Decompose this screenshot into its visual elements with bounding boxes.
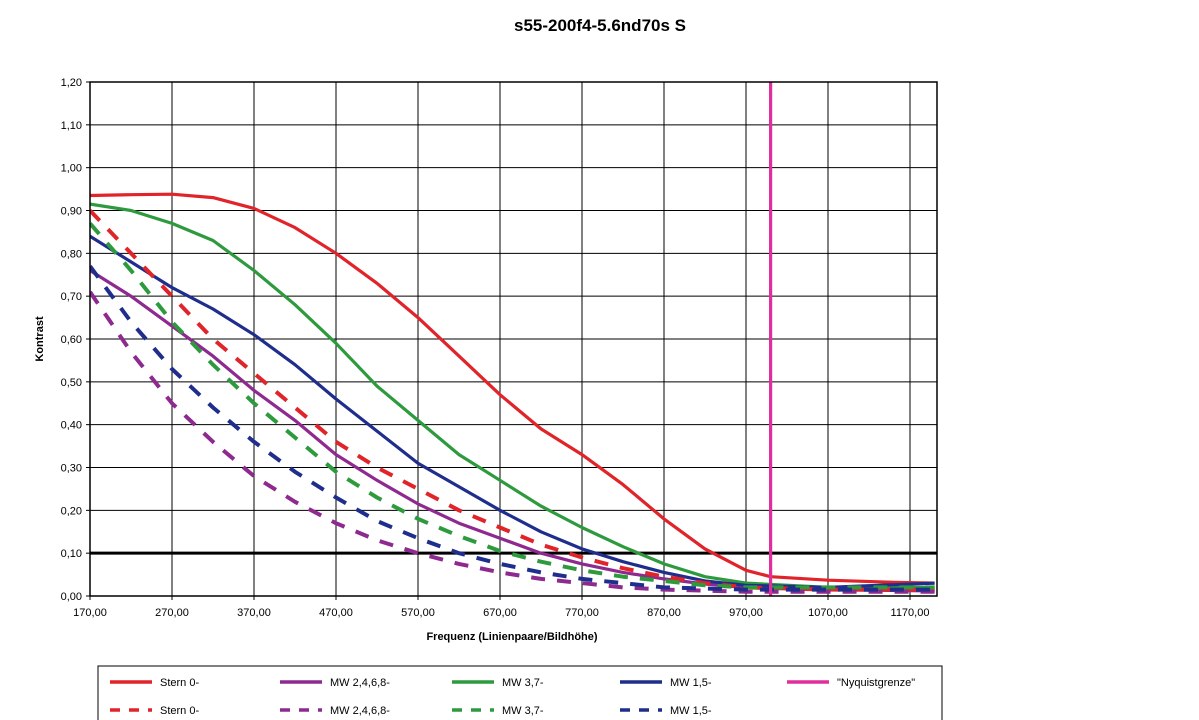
legend-label: MW 2,4,6,8- <box>330 677 390 689</box>
legend-label: MW 2,4,6,8- <box>330 705 390 717</box>
series-line <box>90 209 935 592</box>
legend-label: MW 1,5- <box>670 705 712 717</box>
y-tick-label: 0,30 <box>61 463 82 475</box>
series-line <box>90 192 935 585</box>
series-line <box>90 234 935 589</box>
series-line <box>90 269 935 593</box>
y-tick-label: 0,50 <box>61 377 82 389</box>
y-tick-label: 0,80 <box>61 248 82 260</box>
x-tick-label: 570,00 <box>401 607 435 619</box>
y-tick-label: 1,10 <box>61 120 82 132</box>
legend-label: MW 3,7- <box>502 677 544 689</box>
y-tick-label: 1,00 <box>61 163 82 175</box>
x-tick-label: 370,00 <box>237 607 271 619</box>
x-tick-label: 470,00 <box>319 607 353 619</box>
x-tick-label: 770,00 <box>565 607 599 619</box>
axis-layer: 170,00 270,00 370,00 470,00 570,00 670,00 770,… <box>61 77 938 619</box>
y-tick-label: 0,60 <box>61 334 82 346</box>
legend-box <box>97 665 943 720</box>
legend-label: "Nyquistgrenze" <box>837 677 915 689</box>
y-tick-label: 1,20 <box>61 77 82 89</box>
legend-label: MW 3,7- <box>502 705 544 717</box>
plot-frame <box>89 81 938 597</box>
legend: Stern 0- MW 2,4,6,8- MW 3,7- MW 1,5- "Nyquis… <box>97 665 943 720</box>
series-layer <box>90 82 937 596</box>
legend-label: Stern 0- <box>160 677 199 689</box>
x-tick-label: 970,00 <box>729 607 763 619</box>
x-tick-label: 270,00 <box>155 607 189 619</box>
chart-title: s55-200f4-5.6nd70s S <box>514 16 686 35</box>
series-line <box>90 290 935 594</box>
legend-label: Stern 0- <box>160 705 199 717</box>
credit-text: © Archiv <box>9 689 61 705</box>
legend-label: MW 1,5- <box>670 677 712 689</box>
series-group <box>90 82 937 596</box>
x-tick-label: 1170,00 <box>891 607 930 619</box>
x-tick-label: 870,00 <box>647 607 681 619</box>
y-tick-label: 0,00 <box>61 591 82 603</box>
y-tick-label: 0,90 <box>61 206 82 218</box>
x-axis-label: Frequenz (Linienpaare/Bildhöhe) <box>426 631 597 643</box>
x-tick-label: 1070,00 <box>808 607 848 619</box>
series-line <box>90 222 935 590</box>
x-tick-label: 170,00 <box>73 607 107 619</box>
y-tick-label: 0,10 <box>61 548 82 560</box>
series-line <box>90 202 935 589</box>
y-tick-label: 0,20 <box>61 505 82 517</box>
y-tick-label: 0,70 <box>61 291 82 303</box>
y-tick-label: 0,40 <box>61 420 82 432</box>
y-axis-label: Kontrast <box>34 316 46 362</box>
x-tick-label: 670,00 <box>483 607 517 619</box>
series-line <box>90 265 935 592</box>
